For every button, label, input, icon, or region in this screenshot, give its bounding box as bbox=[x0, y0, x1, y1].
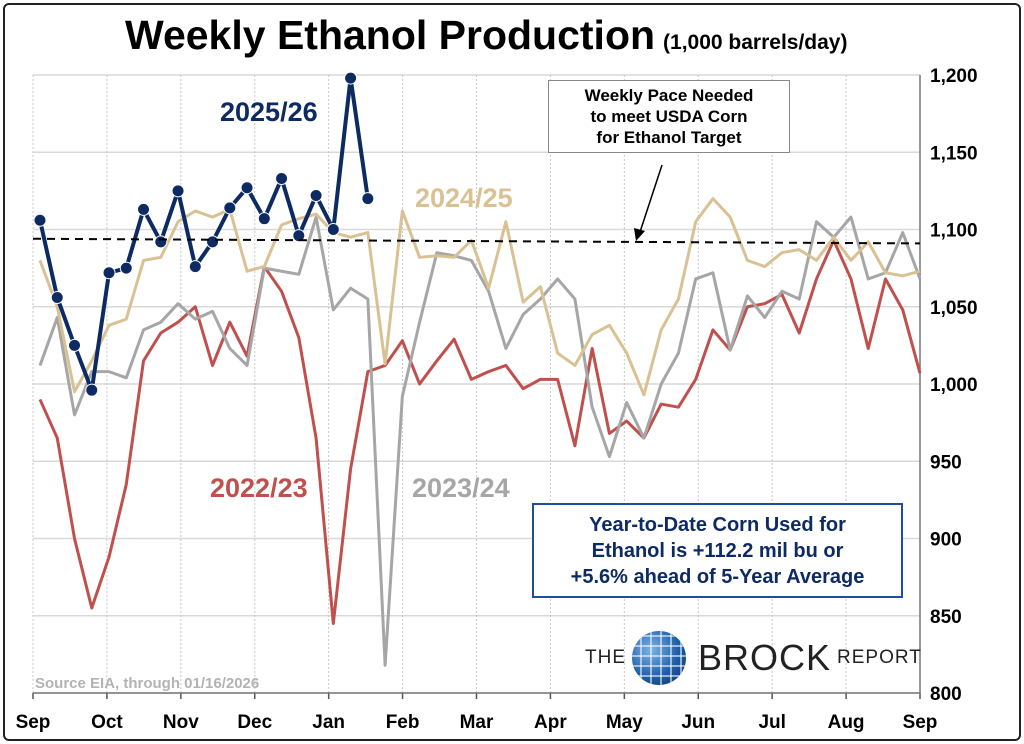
x-tick-label: May bbox=[606, 712, 643, 733]
data-point bbox=[240, 181, 254, 195]
y-tick-label: 1,150 bbox=[930, 143, 978, 164]
source-note: Source EIA, through 01/16/2026 bbox=[35, 675, 260, 692]
y-tick-label: 900 bbox=[930, 530, 962, 551]
y-tick-label: 1,200 bbox=[930, 66, 978, 87]
x-tick-label: Sep bbox=[16, 712, 51, 733]
data-point bbox=[85, 383, 99, 397]
ytd-line: Ethanol is +112.2 mil bu or bbox=[591, 540, 844, 562]
label-2024-25: 2024/25 bbox=[415, 183, 513, 213]
data-point bbox=[309, 189, 323, 203]
brock-report-logo: THE BROCK REPORT bbox=[585, 628, 922, 688]
x-tick-label: Apr bbox=[534, 712, 567, 733]
ytd-callout: Year-to-Date Corn Used for Ethanol is +1… bbox=[532, 503, 903, 598]
data-point bbox=[50, 290, 64, 304]
series-line-2023-24 bbox=[38, 215, 922, 667]
ytd-line: Year-to-Date Corn Used for bbox=[589, 514, 846, 536]
chart-title: Weekly Ethanol Production (1,000 barrels/… bbox=[125, 12, 847, 59]
data-point bbox=[275, 172, 289, 186]
logo-report: REPORT bbox=[837, 647, 922, 668]
x-tick-label: Jan bbox=[312, 712, 345, 733]
target-note: Weekly Pace Needed to meet USDA Corn for… bbox=[548, 80, 790, 153]
ytd-line: +5.6% ahead of 5-Year Average bbox=[570, 566, 865, 588]
series-line-2022-23 bbox=[38, 238, 922, 625]
y-tick-label: 1,000 bbox=[930, 375, 978, 396]
y-tick-label: 950 bbox=[930, 452, 962, 473]
note-line: for Ethanol Target bbox=[596, 128, 742, 147]
note-line: Weekly Pace Needed bbox=[584, 86, 754, 105]
data-point bbox=[344, 71, 358, 85]
series-line-2025-26 bbox=[38, 76, 370, 393]
data-point bbox=[171, 184, 185, 198]
chart-frame bbox=[3, 3, 1021, 741]
x-tick-label: Jul bbox=[758, 712, 785, 733]
data-point bbox=[68, 338, 82, 352]
data-point bbox=[119, 261, 133, 275]
x-tick-label: Oct bbox=[91, 712, 123, 733]
data-point bbox=[257, 212, 271, 226]
x-tick-label: Sep bbox=[903, 712, 938, 733]
subtitle-text: (1,000 barrels/day) bbox=[663, 31, 848, 54]
x-tick-label: Nov bbox=[163, 712, 199, 733]
data-point bbox=[223, 201, 237, 215]
data-point bbox=[137, 202, 151, 216]
x-tick-label: Dec bbox=[237, 712, 272, 733]
data-point bbox=[326, 223, 340, 236]
data-point bbox=[188, 260, 202, 274]
note-line: to meet USDA Corn bbox=[590, 107, 748, 126]
y-tick-label: 850 bbox=[930, 607, 962, 628]
label-2023-24: 2023/24 bbox=[412, 473, 510, 503]
y-tick-label: 1,050 bbox=[930, 298, 978, 319]
data-point bbox=[154, 235, 168, 249]
x-tick-label: Jun bbox=[681, 712, 715, 733]
globe-icon bbox=[632, 631, 686, 685]
data-point bbox=[361, 192, 375, 206]
data-point bbox=[206, 235, 220, 249]
data-point bbox=[292, 229, 306, 243]
arrow-head-icon bbox=[634, 228, 645, 241]
label-2022-23: 2022/23 bbox=[210, 473, 308, 503]
label-2025-26: 2025/26 bbox=[220, 97, 318, 127]
data-point bbox=[33, 213, 47, 227]
series-line-2024-25 bbox=[38, 197, 921, 397]
x-tick-label: Aug bbox=[828, 712, 865, 733]
y-tick-label: 800 bbox=[930, 684, 962, 705]
data-point bbox=[102, 266, 116, 280]
target-pace-line bbox=[32, 237, 921, 245]
logo-the: THE bbox=[585, 647, 626, 668]
x-tick-label: Mar bbox=[460, 712, 494, 733]
y-tick-label: 1,100 bbox=[930, 221, 978, 242]
x-tick-label: Feb bbox=[386, 712, 420, 733]
title-text: Weekly Ethanol Production bbox=[125, 12, 656, 58]
logo-brock: BROCK bbox=[698, 637, 832, 678]
arrow-line bbox=[639, 164, 663, 233]
